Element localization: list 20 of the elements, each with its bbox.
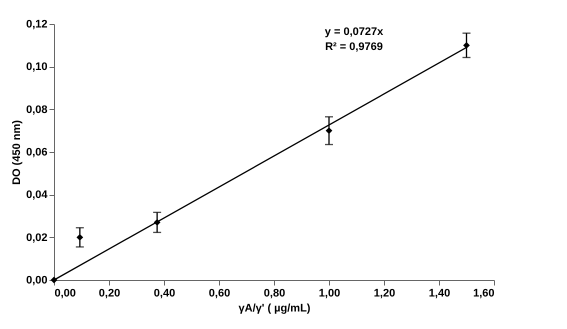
x-tick-label: 1,60 [473, 288, 494, 300]
y-tick-label: 0,00 [26, 274, 48, 286]
x-tick-label: 0,80 [264, 288, 286, 300]
x-tick-label: 0,40 [154, 288, 176, 300]
x-axis-title: γA/γ' ( µg/mL) [238, 302, 311, 314]
y-axis-title: DO (450 nm) [11, 120, 24, 185]
x-tick-label: 0,20 [98, 288, 120, 300]
y-tick-label: 0,06 [26, 146, 48, 158]
annotation: y = 0,0727x [324, 26, 384, 38]
x-tick-label: 1,40 [428, 288, 450, 300]
x-tick-label: 1,00 [318, 288, 340, 300]
x-tick-label: 0,60 [208, 288, 230, 300]
x-tick-label: 0,00 [54, 288, 76, 300]
x-tick-label: 1,20 [374, 288, 396, 300]
annotation: R² = 0,9769 [325, 41, 383, 53]
y-tick-label: 0,04 [26, 189, 48, 202]
y-tick-label: 0,10 [26, 61, 48, 74]
y-tick-label: 0,02 [26, 232, 48, 244]
y-tick-label: 0,08 [26, 104, 48, 116]
y-tick-label: 0,12 [26, 18, 48, 30]
